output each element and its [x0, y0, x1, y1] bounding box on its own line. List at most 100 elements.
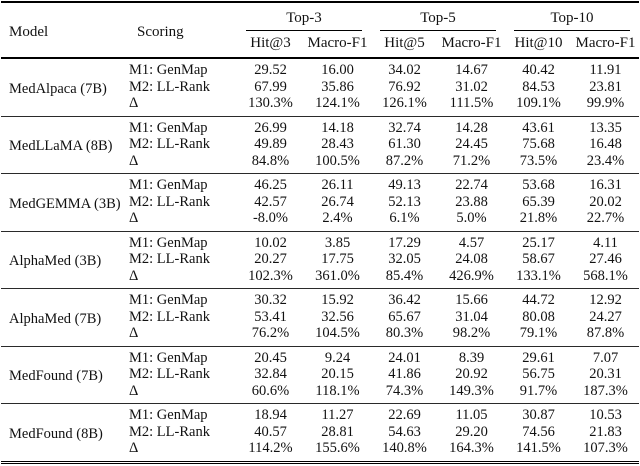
metric-value: 4.11: [593, 234, 618, 251]
scoring-label: M2: LL-Rank: [129, 78, 210, 95]
table-row: Δ 76.2% 104.5% 80.3% 98.2% 79.1% 87.8%: [1, 325, 639, 346]
group-header-row: Model Scoring Top-3 Top-5 Top-10: [1, 2, 639, 40]
metric-value: 56.75: [522, 366, 555, 382]
table-row: Δ 130.3% 124.1% 126.1% 111.5% 109.1% 99.…: [1, 95, 639, 116]
summary-value: 85.7%: [371, 462, 438, 466]
scoring-label: M2: LL-Rank: [129, 308, 210, 325]
metric-value: 16.00: [321, 62, 354, 78]
scoring-label: Δ: [129, 267, 139, 284]
metric-value: 114.2%: [248, 440, 293, 456]
metric-value: 85.4%: [385, 267, 424, 284]
metric-value: 24.08: [455, 251, 488, 267]
col-header-macrof1-top5: Macro-F1: [441, 34, 502, 51]
table-row: Δ -8.0% 2.4% 6.1% 5.0% 21.8% 22.7%: [1, 210, 639, 231]
metric-value: 84.8%: [251, 152, 290, 169]
metric-value: 5.0%: [456, 210, 487, 226]
metric-value: 32.05: [388, 251, 421, 267]
metric-value: 41.86: [388, 366, 421, 382]
metric-value: 67.99: [254, 78, 287, 95]
metric-value: 20.27: [254, 251, 287, 267]
metric-value: 30.87: [522, 407, 555, 423]
metric-value: 40.57: [254, 423, 287, 440]
metric-value: 31.04: [455, 308, 488, 325]
metric-value: 71.2%: [452, 152, 491, 169]
metric-value: 54.63: [388, 423, 421, 440]
scoring-label: Δ: [129, 440, 139, 456]
metric-value: 15.66: [455, 292, 488, 308]
model-name: MedLLaMA (8B): [9, 138, 113, 154]
metric-value: 126.1%: [382, 95, 427, 111]
metric-value: 20.31: [589, 366, 622, 382]
model-name: MedFound (8B): [9, 425, 103, 442]
table-header: Model Scoring Top-3 Top-5 Top-10 Hit@3 M…: [1, 2, 639, 58]
metric-value: 29.20: [455, 423, 488, 440]
metric-value: 24.01: [388, 349, 421, 366]
metric-value: 15.92: [321, 292, 354, 308]
metric-value: 8.39: [458, 349, 485, 366]
metric-value: 29.52: [254, 62, 287, 78]
metric-value: 20.15: [321, 366, 354, 382]
scoring-label: Δ: [129, 325, 139, 341]
col-group-top3: Top-3: [237, 2, 371, 32]
table-row: Δ 114.2% 155.6% 140.8% 164.3% 141.5% 107…: [1, 440, 639, 462]
metric-value: 79.1%: [519, 325, 558, 341]
table-row: M2: LL-Rank 67.99 35.86 76.92 31.02 84.5…: [1, 79, 639, 96]
metric-value: 42.57: [254, 193, 287, 210]
scoring-label: M1: GenMap: [129, 234, 208, 251]
metric-value: 76.2%: [251, 325, 290, 341]
table-row: M2: LL-Rank 49.89 28.43 61.30 24.45 75.6…: [1, 136, 639, 153]
model-block: MedFound (7B) M1: GenMap 20.45 9.24 24.0…: [1, 346, 639, 404]
table-row: M2: LL-Rank 40.57 28.81 54.63 29.20 74.5…: [1, 424, 639, 441]
col-header-hit3: Hit@3: [250, 34, 291, 51]
metric-value: 24.45: [455, 136, 488, 152]
metric-value: 29.61: [522, 349, 555, 366]
metric-value: 76.92: [388, 78, 421, 95]
metric-value: 10.53: [589, 407, 622, 423]
scoring-label: Δ: [129, 95, 139, 111]
metric-value: 16.31: [589, 177, 622, 193]
metric-value: 32.84: [254, 366, 287, 382]
scoring-label: M1: GenMap: [129, 62, 208, 78]
metric-value: 16.48: [589, 136, 622, 152]
metric-value: 102.3%: [248, 267, 293, 284]
table-row: MedFound (7B) M1: GenMap 20.45 9.24 24.0…: [1, 346, 639, 385]
metric-value: 23.88: [455, 193, 488, 210]
metric-value: 22.7%: [586, 210, 625, 226]
metric-value: 7.07: [592, 349, 619, 366]
col-group-top3-label: Top-3: [246, 10, 362, 31]
metric-value: 84.53: [522, 78, 555, 95]
metric-value: 99.9%: [586, 95, 625, 111]
summary-row: Δ 80.1% 138.0% 85.7% 146.6% 92.8% 156.7%: [1, 462, 639, 466]
metric-value: 12.92: [589, 292, 622, 308]
metric-value: 53.41: [254, 308, 287, 325]
metric-value: 28.81: [321, 423, 354, 440]
metric-value: 141.5%: [516, 440, 561, 456]
metric-value: 23.81: [589, 78, 622, 95]
metric-value: 65.67: [388, 308, 421, 325]
summary-value: 138.0%: [304, 462, 371, 466]
metric-value: 6.1%: [389, 210, 420, 226]
metric-value: 46.25: [254, 177, 287, 193]
metric-value: 23.4%: [586, 152, 625, 169]
metric-value: 22.69: [388, 407, 421, 423]
metric-value: 22.74: [455, 177, 488, 193]
metric-value: 32.56: [321, 308, 354, 325]
metric-value: 133.1%: [516, 267, 561, 284]
scoring-label: M1: GenMap: [129, 349, 208, 366]
metric-value: 43.61: [522, 119, 555, 136]
metric-value: 109.1%: [516, 95, 561, 111]
metric-value: 44.72: [522, 292, 555, 308]
scoring-label: M1: GenMap: [129, 119, 208, 136]
table-row: AlphaMed (7B) M1: GenMap 30.32 15.92 36.…: [1, 289, 639, 327]
col-header-macrof1-top10: Macro-F1: [575, 34, 636, 51]
metric-value: 60.6%: [251, 382, 290, 399]
model-name: MedAlpaca (7B): [9, 80, 107, 97]
metric-value: 107.3%: [583, 440, 628, 456]
col-group-top10-label: Top-10: [514, 10, 630, 31]
metric-value: 13.35: [589, 119, 622, 136]
metric-value: 164.3%: [449, 440, 494, 456]
scoring-label: M2: LL-Rank: [129, 136, 210, 152]
metric-value: 49.13: [388, 177, 421, 193]
